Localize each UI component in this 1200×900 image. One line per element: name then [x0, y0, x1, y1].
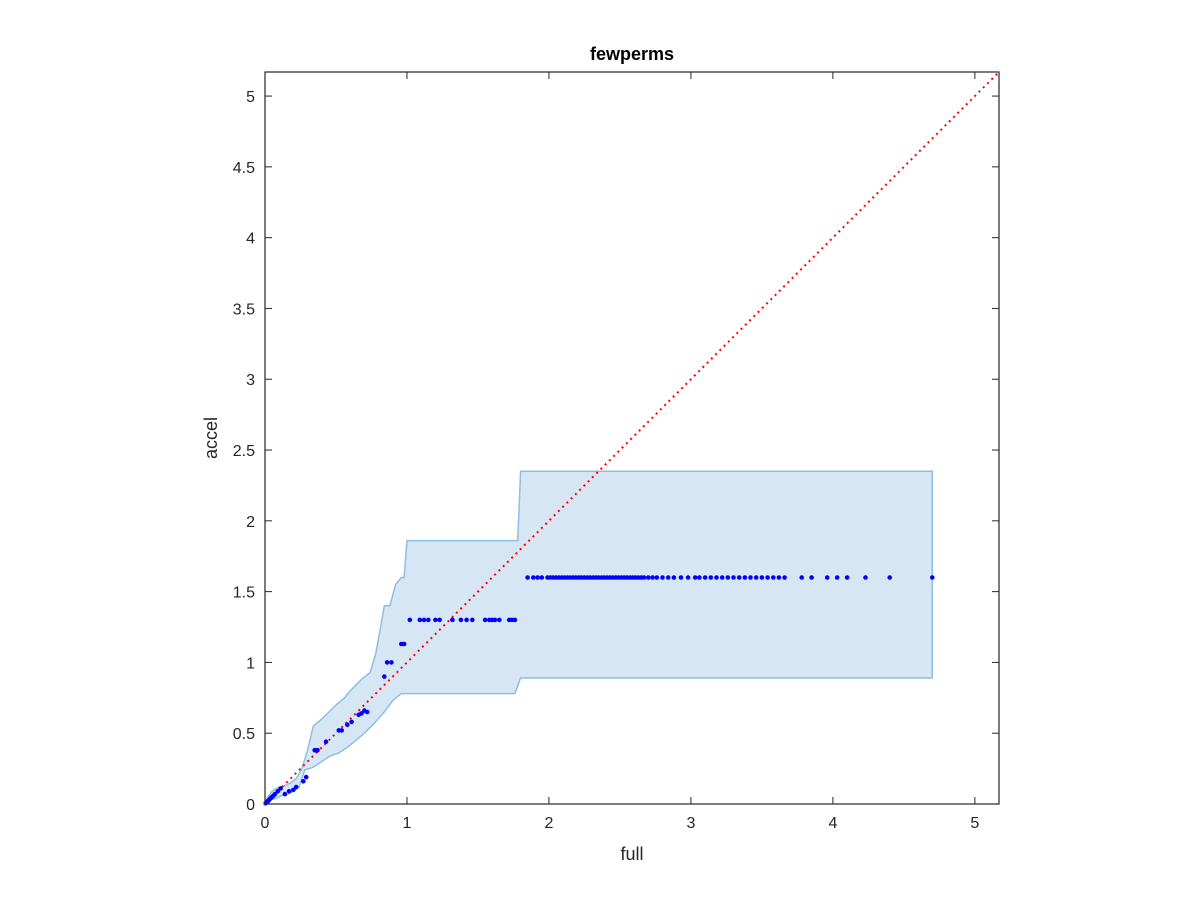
data-point [660, 575, 665, 580]
data-point [685, 575, 691, 580]
data-point [359, 711, 364, 716]
data-point [646, 575, 651, 580]
x-axis-ticks: 0 1 2 3 4 5 [261, 72, 979, 832]
data-point [349, 719, 354, 725]
data-point [282, 791, 288, 797]
data-point [930, 575, 935, 580]
data-point [433, 617, 438, 623]
y-axis-ticks: 0 0.5 1 1.5 2 2.5 3 3.5 4 4.5 5 [233, 89, 999, 814]
x-tick-label: 0 [261, 815, 270, 832]
data-point [345, 722, 350, 727]
data-point [339, 728, 345, 733]
data-point [748, 575, 753, 580]
data-point [759, 575, 765, 580]
x-tick-label: 1 [403, 815, 412, 832]
data-point [654, 575, 660, 580]
data-point [401, 641, 407, 647]
x-tick-label: 3 [686, 815, 695, 832]
data-point [887, 575, 892, 580]
data-points [263, 575, 935, 806]
data-point [719, 575, 725, 580]
y-tick-label: 1 [246, 655, 255, 672]
data-point [714, 575, 719, 580]
data-point [650, 575, 655, 580]
data-point [535, 575, 540, 580]
data-point [384, 660, 390, 665]
data-point [671, 575, 677, 580]
chart-title: fewperms [590, 44, 674, 64]
data-point [417, 617, 423, 623]
data-point [293, 784, 299, 790]
data-point [708, 575, 714, 580]
data-point [286, 789, 292, 794]
data-point [776, 575, 782, 580]
y-tick-label: 2.5 [233, 443, 255, 460]
data-point [736, 575, 742, 580]
data-point [834, 575, 840, 580]
data-point [525, 575, 530, 580]
data-point [272, 791, 278, 797]
data-point [539, 575, 545, 580]
data-point [863, 575, 868, 580]
data-point [407, 617, 413, 623]
y-tick-label: 1.5 [233, 585, 255, 602]
data-point [275, 789, 281, 794]
data-point [799, 575, 804, 580]
data-point [364, 709, 370, 715]
data-point [301, 779, 306, 784]
y-tick-label: 5 [246, 89, 255, 106]
data-point [697, 575, 702, 580]
y-tick-label: 0.5 [233, 726, 255, 743]
data-point [450, 617, 455, 623]
x-axis-label: full [620, 844, 643, 864]
data-point [315, 747, 320, 753]
data-point [458, 617, 464, 623]
data-point [771, 575, 776, 580]
data-point [382, 674, 387, 679]
data-point [641, 575, 647, 580]
data-point [437, 617, 442, 623]
x-tick-label: 2 [544, 815, 553, 832]
data-point [303, 774, 309, 780]
data-point [426, 617, 431, 623]
data-point [531, 575, 536, 580]
data-point [512, 617, 518, 623]
data-point [665, 575, 671, 580]
data-point [809, 575, 814, 580]
y-tick-label: 3 [246, 372, 255, 389]
data-point [492, 617, 498, 623]
data-point [464, 617, 469, 623]
data-point [389, 660, 394, 665]
data-point [470, 617, 475, 623]
data-point [742, 575, 748, 580]
y-tick-label: 4 [246, 231, 255, 248]
data-point [678, 575, 684, 580]
data-point [278, 786, 283, 791]
data-point [765, 575, 770, 580]
data-point [692, 575, 698, 580]
data-point [497, 617, 502, 623]
data-point [753, 575, 759, 580]
y-tick-label: 3.5 [233, 301, 255, 318]
data-point [291, 787, 296, 793]
axes-box [264, 71, 1000, 805]
y-tick-label: 2 [246, 514, 255, 531]
data-point [702, 575, 708, 580]
data-point [731, 575, 736, 580]
data-point [725, 575, 731, 580]
data-point [323, 739, 329, 744]
data-point [421, 617, 427, 623]
data-point [844, 575, 850, 580]
x-tick-label: 4 [828, 815, 837, 832]
y-axis-label: accel [201, 417, 221, 459]
data-point [782, 575, 787, 580]
y-tick-label: 0 [246, 797, 255, 814]
x-tick-label: 5 [970, 815, 979, 832]
data-point [824, 575, 830, 580]
y-tick-label: 4.5 [233, 160, 255, 177]
data-point [482, 617, 488, 623]
confidence-band [263, 470, 934, 807]
